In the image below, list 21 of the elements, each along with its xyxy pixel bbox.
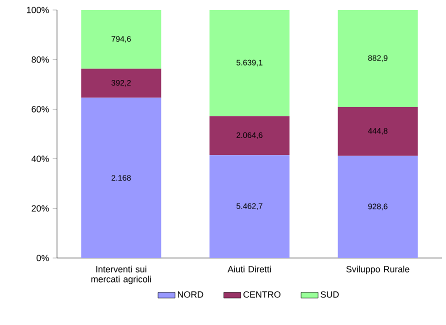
- y-tick-label: 80%: [32, 56, 49, 63]
- y-tick-label: 100%: [26, 6, 49, 14]
- y-tick-label: 60%: [32, 106, 49, 112]
- bar: [81, 68, 162, 98]
- y-tick-label: 0%: [36, 254, 49, 262]
- y-tick-label: 20%: [32, 205, 49, 212]
- bar: [210, 116, 290, 156]
- legend-label: SUD: [320, 291, 339, 298]
- bar: [81, 98, 162, 258]
- bar: [210, 10, 290, 116]
- bar: [338, 156, 418, 258]
- x-tick-label: Aiuti Diretti: [228, 266, 271, 272]
- x-tick-label: Sviluppo Rurale: [346, 266, 410, 274]
- legend-label: NORD: [178, 291, 204, 298]
- bar: [338, 106, 418, 156]
- y-tick-label: 40%: [31, 156, 49, 162]
- x-tick-label: Interventi sui mercati agricoli: [91, 266, 151, 284]
- bar: [81, 10, 162, 69]
- bar: [338, 10, 418, 107]
- legend-label: CENTRO: [243, 291, 280, 298]
- bar: [210, 155, 290, 258]
